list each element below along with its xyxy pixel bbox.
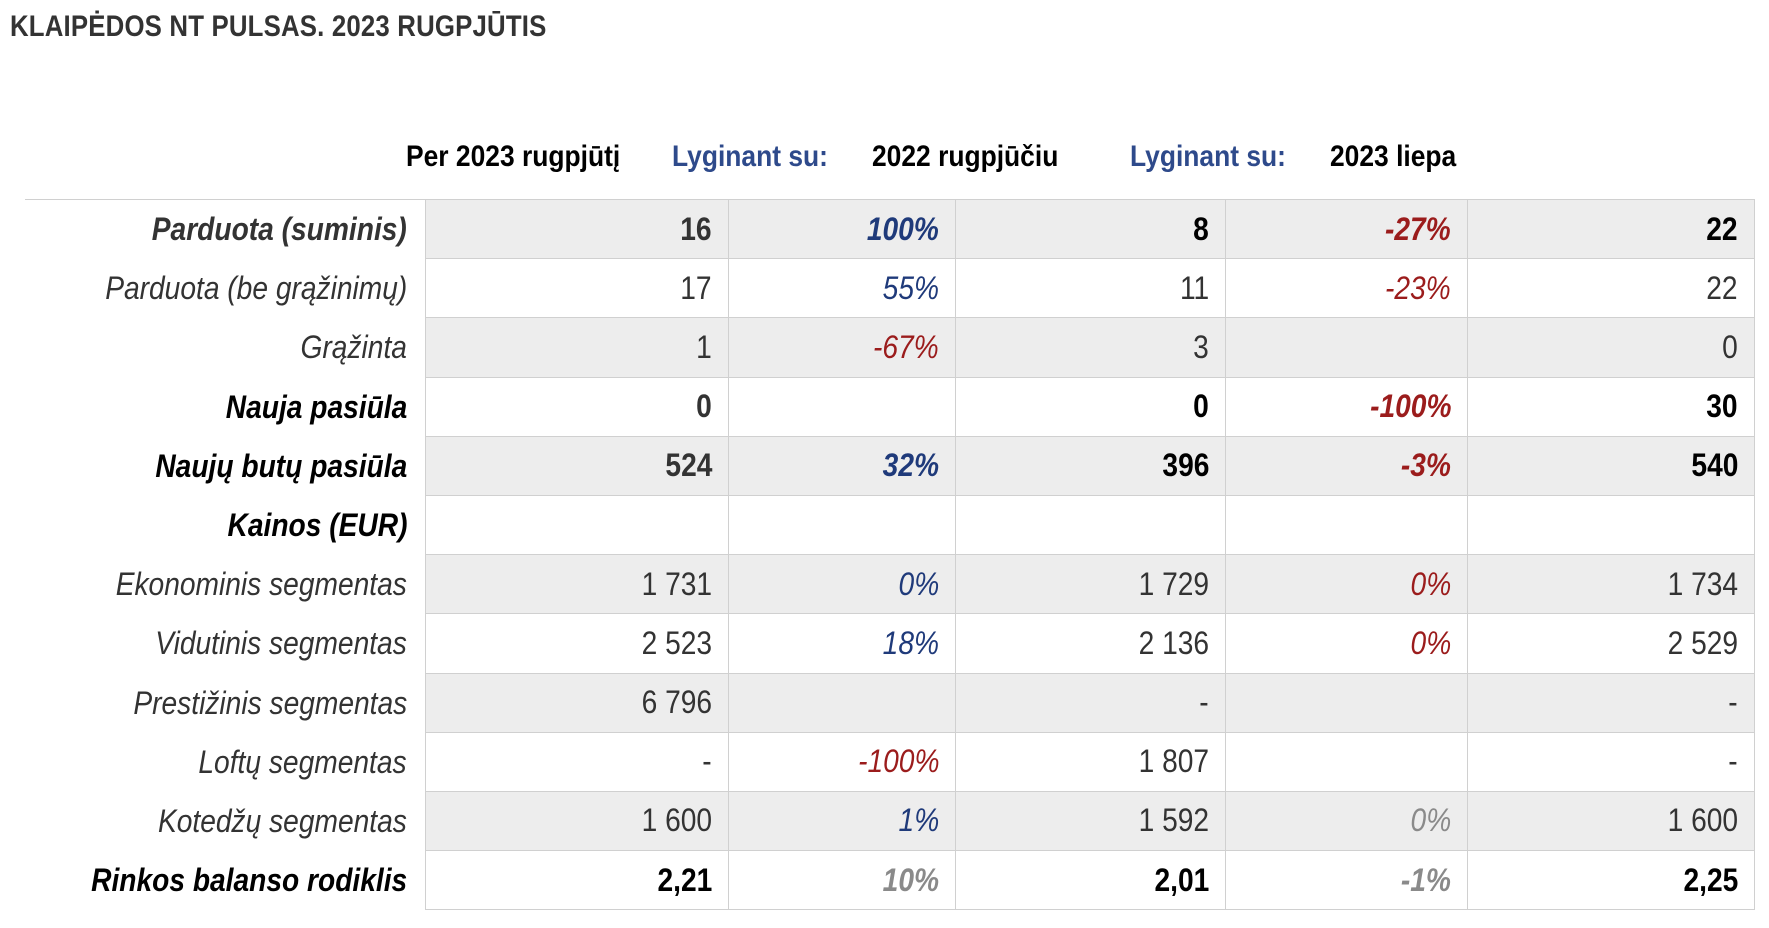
change-vs-july [1225, 732, 1467, 792]
value-2023-aug: 17 [425, 259, 728, 319]
value-2022-aug: 396 [955, 436, 1225, 496]
value-2022-aug: 11 [955, 259, 1225, 319]
row-label: Vidutinis segmentas [155, 625, 407, 662]
value-2022-aug: - [955, 673, 1225, 733]
page-title: KLAIPĖDOS NT PULSAS. 2023 RUGPJŪTIS [10, 10, 547, 43]
change-vs-july: -100% [1225, 377, 1467, 437]
value-2023-july: 30 [1467, 377, 1755, 437]
value-2023-aug: 524 [425, 436, 728, 496]
change-vs-july: 0% [1225, 555, 1467, 615]
value-2022-aug: 1 729 [955, 555, 1225, 615]
row-label: Ekonominis segmentas [115, 566, 407, 603]
change-vs-2022 [728, 377, 955, 437]
change-vs-july: 0% [1225, 791, 1467, 852]
data-table: Parduota (suminis) 16 100% 8 -27% 22 Par… [25, 199, 1755, 911]
row-label: Parduota (suminis) [151, 211, 407, 248]
row-label: Grąžinta [300, 329, 407, 366]
change-vs-july [1225, 495, 1467, 556]
value-2022-aug: 0 [955, 377, 1225, 437]
row-label: Kainos (EUR) [227, 507, 407, 544]
table-row-parduota-be-grazinimu: Parduota (be grąžinimų) 17 55% 11 -23% 2… [25, 259, 1755, 319]
header-per-2023-august: Per 2023 rugpjūtį [406, 140, 621, 173]
row-label: Naujų butų pasiūla [155, 447, 407, 484]
value-2023-aug: 1 731 [425, 555, 728, 615]
value-2023-july: 540 [1467, 436, 1755, 496]
change-vs-2022: 100% [728, 200, 955, 260]
change-vs-july: -27% [1225, 200, 1467, 260]
value-2023-aug: 1 600 [425, 791, 728, 852]
change-vs-july [1225, 673, 1467, 733]
header-2022-august: 2022 rugpjūčiu [872, 140, 1059, 173]
change-vs-july: -1% [1225, 851, 1467, 911]
value-2023-aug: - [425, 732, 728, 792]
value-2023-july: 2 529 [1467, 614, 1755, 674]
value-2022-aug: 2 136 [955, 614, 1225, 674]
change-vs-2022: -67% [728, 318, 955, 378]
value-2023-july: 0 [1467, 318, 1755, 378]
value-2023-aug: 1 [425, 318, 728, 378]
row-label: Rinkos balanso rodiklis [90, 862, 407, 899]
change-vs-july [1225, 318, 1467, 378]
change-vs-2022: 18% [728, 614, 955, 674]
value-2022-aug [955, 495, 1225, 556]
change-vs-2022: 0% [728, 555, 955, 615]
change-vs-2022 [728, 495, 955, 556]
value-2023-july: - [1467, 732, 1755, 792]
table-row-rinkos-balansas: Rinkos balanso rodiklis 2,21 10% 2,01 -1… [25, 851, 1755, 911]
value-2023-aug: 2,21 [425, 851, 728, 911]
table-row-parduota-suminis: Parduota (suminis) 16 100% 8 -27% 22 [25, 199, 1755, 260]
value-2022-aug: 3 [955, 318, 1225, 378]
table-row-nauja-pasiula: Nauja pasiūla 0 0 -100% 30 [25, 377, 1755, 437]
value-2023-aug: 0 [425, 377, 728, 437]
value-2022-aug: 2,01 [955, 851, 1225, 911]
row-label: Parduota (be grąžinimų) [104, 270, 407, 307]
header-compare-2: Lyginant su: [1130, 140, 1286, 173]
value-2023-aug: 16 [425, 200, 728, 260]
value-2023-july: 22 [1467, 259, 1755, 319]
value-2023-july: 1 600 [1467, 791, 1755, 852]
value-2023-aug: 6 796 [425, 673, 728, 733]
value-2023-aug: 2 523 [425, 614, 728, 674]
change-vs-july: -3% [1225, 436, 1467, 496]
value-2023-july: 1 734 [1467, 555, 1755, 615]
value-2023-aug [425, 495, 728, 556]
change-vs-july: 0% [1225, 614, 1467, 674]
change-vs-2022: 32% [728, 436, 955, 496]
value-2023-july [1467, 495, 1755, 556]
header-compare-1: Lyginant su: [672, 140, 828, 173]
change-vs-july: -23% [1225, 259, 1467, 319]
change-vs-2022 [728, 673, 955, 733]
value-2022-aug: 1 807 [955, 732, 1225, 792]
table-row-nauju-butu-pasiula: Naujų butų pasiūla 524 32% 396 -3% 540 [25, 436, 1755, 496]
row-label: Nauja pasiūla [225, 388, 407, 425]
row-label: Prestižinis segmentas [133, 684, 407, 721]
table-row-prestizinis: Prestižinis segmentas 6 796 - - [25, 673, 1755, 733]
row-label: Kotedžų segmentas [158, 802, 407, 839]
table-row-vidutinis: Vidutinis segmentas 2 523 18% 2 136 0% 2… [25, 614, 1755, 674]
change-vs-2022: -100% [728, 732, 955, 792]
value-2023-july: 2,25 [1467, 851, 1755, 911]
table-row-kotedzu: Kotedžų segmentas 1 600 1% 1 592 0% 1 60… [25, 791, 1755, 852]
table-row-grazinta: Grąžinta 1 -67% 3 0 [25, 318, 1755, 378]
change-vs-2022: 1% [728, 791, 955, 852]
table-row-loftu: Loftų segmentas - -100% 1 807 - [25, 732, 1755, 792]
row-label: Loftų segmentas [198, 743, 407, 780]
value-2023-july: 22 [1467, 200, 1755, 260]
table-row-kainos: Kainos (EUR) [25, 495, 1755, 556]
value-2022-aug: 8 [955, 200, 1225, 260]
header-2023-july: 2023 liepa [1330, 140, 1457, 173]
change-vs-2022: 55% [728, 259, 955, 319]
table-row-ekonominis: Ekonominis segmentas 1 731 0% 1 729 0% 1… [25, 555, 1755, 615]
change-vs-2022: 10% [728, 851, 955, 911]
value-2022-aug: 1 592 [955, 791, 1225, 852]
value-2023-july: - [1467, 673, 1755, 733]
